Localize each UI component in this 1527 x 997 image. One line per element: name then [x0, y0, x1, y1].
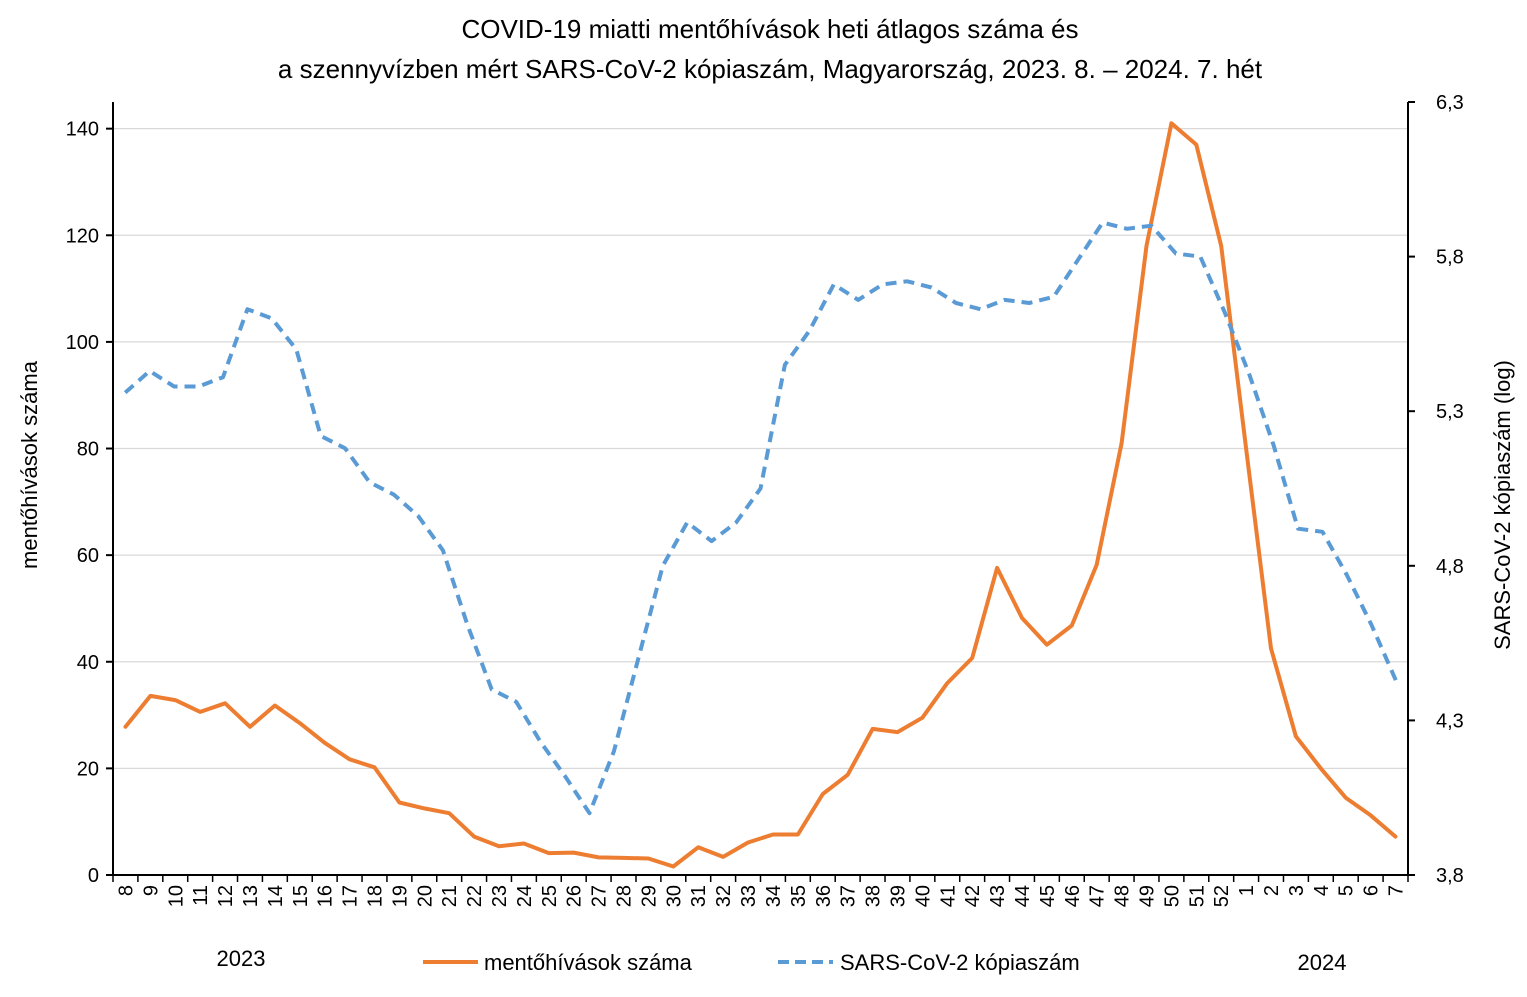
x-tick-label-52-44: 52 — [1211, 885, 1233, 907]
x-tick-label-27-19: 27 — [589, 885, 611, 907]
y-right-tick-label-4: 5,8 — [1436, 247, 1464, 269]
x-tick-label-11-3: 11 — [190, 885, 212, 906]
x-tick-label-37-29: 37 — [838, 885, 860, 907]
x-tick-label-22-14: 22 — [464, 885, 486, 907]
x-tick-label-46-38: 46 — [1062, 885, 1084, 907]
legend-label-calls: mentőhívások száma — [484, 950, 693, 975]
x-tick-label-44-36: 44 — [1012, 885, 1034, 907]
x-tick-label-2-46: 2 — [1261, 885, 1283, 896]
x-tick-label-40-32: 40 — [912, 885, 934, 907]
x-tick-label-19-11: 19 — [389, 885, 411, 907]
x-tick-label-21-13: 21 — [439, 885, 461, 907]
y-left-tick-label-0: 0 — [88, 865, 99, 887]
x-tick-label-50-42: 50 — [1161, 885, 1183, 907]
y-left-tick-label-80: 80 — [77, 439, 99, 461]
x-tick-label-5-49: 5 — [1336, 885, 1358, 896]
chart-title-line-2: a szennyvízben mért SARS-CoV-2 kópiaszám… — [278, 54, 1263, 84]
x-tick-label-1-45: 1 — [1236, 885, 1258, 896]
legend: mentőhívások száma SARS-CoV-2 kópiaszám — [423, 950, 1080, 975]
x-tick-label-8-0: 8 — [115, 885, 137, 896]
x-tick-label-30-22: 30 — [663, 885, 685, 907]
x-tick-label-4-48: 4 — [1311, 885, 1333, 896]
x-tick-label-23-15: 23 — [489, 885, 511, 907]
x-tick-label-17-9: 17 — [340, 885, 362, 907]
x-tick-label-33-25: 33 — [738, 885, 760, 907]
y-axis-left-title: mentőhívások száma — [17, 360, 42, 569]
x-tick-label-51-43: 51 — [1186, 885, 1208, 907]
y-left-tick-label-20: 20 — [77, 758, 99, 780]
y-left-tick-label-120: 120 — [66, 225, 99, 247]
x-tick-label-3-47: 3 — [1286, 885, 1308, 896]
y-right-tick-label-5: 6,3 — [1436, 92, 1464, 114]
series-line-copies — [123, 220, 1398, 816]
x-tick-label-34-26: 34 — [763, 885, 785, 907]
y-right-tick-label-1: 4,3 — [1436, 710, 1464, 732]
x-tick-label-47-39: 47 — [1087, 885, 1109, 907]
y-left-tick-label-140: 140 — [66, 119, 99, 141]
x-tick-label-6-50: 6 — [1361, 885, 1383, 896]
chart-title-line-1: COVID-19 miatti mentőhívások heti átlago… — [461, 14, 1078, 44]
x-tick-label-29-21: 29 — [638, 885, 660, 907]
x-tick-label-38-30: 38 — [863, 885, 885, 907]
year-label-2024: 2024 — [1298, 950, 1347, 975]
x-tick-label-45-37: 45 — [1037, 885, 1059, 907]
y-right-tick-label-3: 5,3 — [1436, 401, 1464, 423]
x-tick-label-20-12: 20 — [414, 885, 436, 907]
x-tick-label-36-28: 36 — [813, 885, 835, 907]
legend-label-copies: SARS-CoV-2 kópiaszám — [840, 950, 1080, 975]
x-tick-label-15-7: 15 — [290, 885, 312, 907]
x-tick-label-42-34: 42 — [962, 885, 984, 907]
x-tick-label-32-24: 32 — [713, 885, 735, 907]
x-tick-label-48-40: 48 — [1112, 885, 1134, 907]
y-left-tick-label-40: 40 — [77, 652, 99, 674]
x-tick-label-35-27: 35 — [788, 885, 810, 907]
x-tick-label-9-1: 9 — [140, 885, 162, 896]
y-left-tick-label-100: 100 — [66, 332, 99, 354]
x-tick-label-26-18: 26 — [564, 885, 586, 907]
x-tick-label-7-51: 7 — [1386, 885, 1408, 896]
y-axis-right-title: SARS-CoV-2 kópiaszám (log) — [1490, 360, 1515, 650]
x-tick-label-25-17: 25 — [539, 885, 561, 907]
y-left-tick-label-60: 60 — [77, 545, 99, 567]
x-tick-label-28-20: 28 — [614, 885, 636, 907]
x-tick-label-12-4: 12 — [215, 885, 237, 907]
series-line-calls — [123, 121, 1398, 869]
x-tick-label-24-16: 24 — [514, 885, 536, 907]
x-tick-label-16-8: 16 — [315, 885, 337, 907]
gridlines — [113, 128, 1408, 770]
x-tick-label-31-23: 31 — [688, 885, 710, 907]
x-tick-label-14-6: 14 — [265, 885, 287, 907]
x-tick-label-43-35: 43 — [987, 885, 1009, 907]
x-tick-label-49-41: 49 — [1137, 885, 1159, 907]
y-right-tick-label-0: 3,8 — [1436, 865, 1464, 887]
x-tick-label-13-5: 13 — [240, 885, 262, 907]
x-tick-label-39-31: 39 — [887, 885, 909, 907]
year-label-2023: 2023 — [217, 946, 266, 971]
x-tick-label-18-10: 18 — [364, 885, 386, 907]
x-tick-label-41-33: 41 — [937, 885, 959, 907]
x-tick-label-10-2: 10 — [165, 885, 187, 907]
y-right-tick-label-2: 4,8 — [1436, 556, 1464, 578]
series-lines — [123, 121, 1398, 869]
